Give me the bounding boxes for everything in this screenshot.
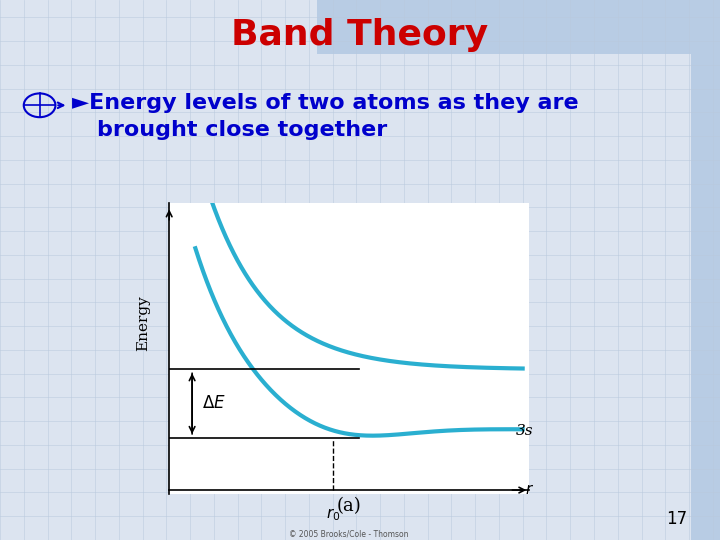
Text: 3s: 3s [516, 424, 534, 438]
Text: Energy: Energy [136, 295, 150, 351]
Bar [317, 0, 720, 54]
Text: brought close together: brought close together [97, 119, 387, 140]
Text: $r$: $r$ [525, 483, 534, 497]
Text: (a): (a) [337, 497, 361, 516]
Text: © 2005 Brooks/Cole - Thomson: © 2005 Brooks/Cole - Thomson [289, 529, 409, 538]
Text: Band Theory: Band Theory [231, 18, 489, 52]
Text: 17: 17 [667, 510, 688, 529]
Bar [691, 0, 720, 540]
Text: $r_0$: $r_0$ [325, 506, 340, 523]
Text: ►Energy levels of two atoms as they are: ►Energy levels of two atoms as they are [72, 92, 579, 113]
Text: $\Delta E$: $\Delta E$ [202, 395, 226, 412]
